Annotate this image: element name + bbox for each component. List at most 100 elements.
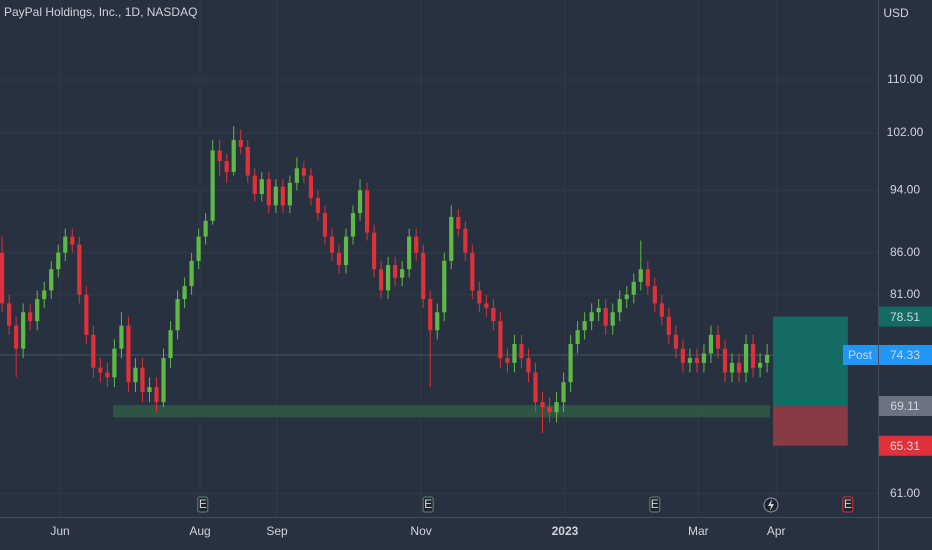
candle-body bbox=[336, 252, 342, 266]
candle-body bbox=[14, 325, 19, 349]
y-tick-label: 110.00 bbox=[887, 72, 923, 86]
candle-body bbox=[561, 382, 566, 403]
candle-body bbox=[757, 362, 763, 368]
chart-title: PayPal Holdings, Inc., 1D, NASDAQ bbox=[4, 5, 197, 19]
candle-body bbox=[42, 290, 47, 300]
price-badge-label: 78.51 bbox=[890, 310, 920, 324]
candle-body bbox=[722, 348, 728, 373]
candle-body bbox=[56, 252, 61, 270]
price-badge-label: 69.11 bbox=[890, 399, 919, 413]
price-badge bbox=[879, 435, 932, 456]
candle-body bbox=[435, 312, 440, 331]
x-tick-label: Aug bbox=[189, 524, 210, 538]
candle-body bbox=[259, 179, 264, 195]
candle-body bbox=[568, 344, 573, 383]
currency-label: USD bbox=[883, 6, 909, 20]
candle-body bbox=[463, 228, 468, 253]
candle-body bbox=[750, 344, 756, 368]
event-label: E bbox=[651, 497, 659, 511]
candle-body bbox=[343, 236, 349, 266]
candle-body bbox=[91, 334, 96, 368]
candle-body bbox=[421, 252, 426, 300]
candle-body bbox=[736, 362, 742, 373]
y-tick-label: 94.00 bbox=[890, 182, 920, 196]
price-badge-label: 65.31 bbox=[890, 439, 920, 453]
candle-body bbox=[505, 358, 510, 363]
candle-body bbox=[252, 175, 257, 195]
candle-body bbox=[386, 265, 391, 291]
event-icon bbox=[197, 496, 209, 513]
candle-body bbox=[238, 139, 243, 147]
candle-body bbox=[708, 334, 714, 354]
event-label: E bbox=[844, 497, 852, 511]
x-tick-label: Apr bbox=[767, 524, 786, 538]
price-badge bbox=[879, 306, 932, 327]
candle-body bbox=[308, 175, 314, 198]
event-label: E bbox=[424, 497, 432, 511]
candle-body bbox=[182, 286, 187, 300]
candle-body bbox=[161, 358, 166, 403]
candle-body bbox=[512, 344, 517, 363]
candle-body bbox=[322, 213, 328, 237]
event-icon bbox=[422, 496, 434, 513]
candle-body bbox=[133, 367, 138, 383]
event-icon bbox=[842, 496, 854, 513]
candle-body bbox=[765, 354, 770, 363]
candle-body bbox=[287, 182, 292, 206]
candle-body bbox=[428, 299, 433, 331]
candle-body bbox=[266, 179, 271, 206]
candle-body bbox=[21, 312, 26, 349]
candle-body bbox=[217, 150, 222, 162]
x-tick-label: Jun bbox=[50, 524, 69, 538]
candle-body bbox=[315, 197, 321, 214]
candle-body bbox=[624, 294, 629, 300]
price-badge-label: 74.33 bbox=[890, 348, 920, 362]
plot bbox=[0, 126, 878, 446]
post-badge bbox=[843, 344, 878, 365]
candle-body bbox=[63, 236, 68, 253]
candle-body bbox=[477, 290, 482, 304]
y-tick-label: 86.00 bbox=[890, 245, 920, 259]
candle-body bbox=[70, 236, 75, 245]
candle-body bbox=[231, 139, 236, 172]
candle-body bbox=[491, 307, 496, 322]
x-tick-label: Sep bbox=[266, 524, 288, 538]
candle-body bbox=[245, 146, 250, 176]
candle-body bbox=[98, 367, 103, 373]
candle-body bbox=[371, 232, 377, 270]
event-icon bbox=[649, 496, 661, 513]
candle-body bbox=[680, 348, 685, 363]
price-badge bbox=[879, 396, 932, 417]
candle-body bbox=[701, 353, 707, 363]
candle-body bbox=[582, 321, 587, 331]
candle-body bbox=[470, 252, 475, 291]
candle-body bbox=[140, 367, 145, 393]
candle-body bbox=[357, 190, 363, 214]
candle-body bbox=[154, 387, 159, 403]
candle-body bbox=[329, 236, 335, 253]
candle-body bbox=[498, 321, 503, 359]
alert-icon bbox=[763, 497, 779, 513]
candle-body bbox=[189, 260, 194, 287]
candle-body bbox=[715, 334, 721, 349]
candle-body bbox=[378, 269, 384, 291]
loss-zone bbox=[773, 406, 848, 446]
candle-body bbox=[442, 260, 447, 313]
candle-body bbox=[729, 362, 735, 373]
candle-body bbox=[35, 299, 40, 322]
candle-body bbox=[84, 294, 89, 335]
x-tick-label: 2023 bbox=[552, 524, 579, 538]
candle-body bbox=[0, 252, 5, 304]
event-label: E bbox=[199, 497, 207, 511]
candle-body bbox=[7, 303, 12, 326]
candle-body bbox=[400, 269, 405, 278]
x-tick-label: Nov bbox=[410, 524, 431, 538]
candle-body bbox=[631, 281, 636, 295]
candle-body bbox=[456, 216, 461, 229]
candle-body bbox=[407, 236, 412, 270]
support-zone bbox=[112, 405, 770, 418]
candle-body bbox=[301, 168, 307, 176]
candle-body bbox=[294, 168, 299, 183]
